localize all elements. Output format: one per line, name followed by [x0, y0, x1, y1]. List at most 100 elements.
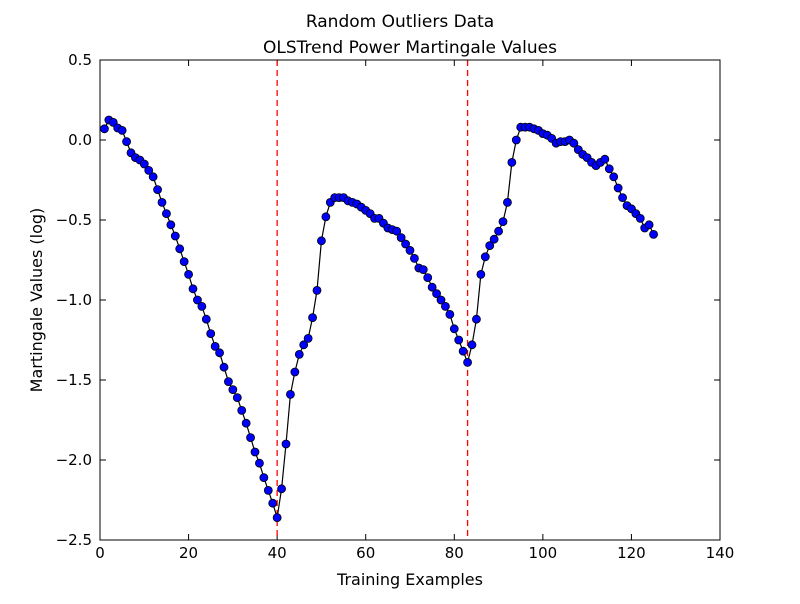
x-tick-label: 80: [445, 544, 464, 562]
data-point: [308, 313, 317, 323]
data-point: [259, 473, 269, 483]
series-line: [103, 119, 655, 518]
data-point: [467, 340, 477, 350]
data-point: [418, 265, 428, 275]
data-point: [215, 348, 224, 358]
x-tick-label: 140: [706, 544, 735, 562]
data-point: [569, 138, 579, 148]
data-point: [321, 212, 331, 222]
data-point: [472, 314, 481, 324]
data-point: [224, 377, 233, 387]
chart-title: Random Outliers Data: [306, 12, 494, 32]
data-point: [454, 335, 464, 345]
data-point: [272, 513, 282, 522]
data-point: [166, 220, 176, 230]
data-point: [117, 125, 127, 135]
data-point: [476, 269, 486, 279]
data-point: [290, 367, 300, 377]
data-point: [201, 314, 211, 324]
data-point: [449, 324, 459, 334]
data-point: [485, 241, 495, 251]
y-tick-label: 0.0: [68, 131, 92, 149]
data-point: [600, 154, 610, 164]
data-point: [246, 433, 255, 443]
data-point: [303, 333, 313, 343]
y-tick-label: −0.5: [56, 211, 92, 229]
data-point: [188, 284, 198, 294]
data-point: [441, 301, 450, 311]
data-point: [498, 217, 508, 227]
data-point: [405, 245, 415, 255]
x-axis-label: Training Examples: [336, 570, 483, 589]
x-tick-label: 120: [617, 544, 646, 562]
data-point: [609, 172, 619, 182]
data-point: [458, 346, 468, 356]
data-point: [644, 220, 654, 230]
data-point: [281, 439, 291, 449]
data-point: [268, 498, 278, 508]
data-point: [432, 289, 441, 299]
y-tick-label: −1.5: [56, 371, 92, 389]
x-tick-label: 60: [356, 544, 375, 562]
data-point: [210, 341, 220, 351]
data-point: [480, 252, 490, 262]
data-point: [503, 197, 512, 207]
data-point: [401, 239, 410, 249]
data-point: [511, 135, 521, 145]
y-tick-label: 0.5: [68, 51, 92, 69]
y-axis-label: Martingale Values (log): [27, 208, 46, 393]
data-point: [219, 362, 229, 372]
data-point: [162, 209, 171, 219]
data-point: [423, 273, 433, 283]
data-point: [184, 269, 193, 279]
data-point: [463, 357, 472, 367]
data-point: [317, 236, 326, 246]
x-tick-label: 100: [529, 544, 558, 562]
data-point: [170, 231, 180, 241]
plot-frame: [99, 59, 721, 541]
data-point: [148, 172, 158, 182]
data-point: [618, 193, 627, 203]
data-point: [649, 229, 658, 239]
x-tick-label: 0: [95, 544, 105, 562]
data-point: [263, 485, 273, 495]
data-point: [392, 226, 402, 236]
data-point: [255, 458, 264, 468]
data-point: [100, 124, 109, 134]
data-point: [436, 295, 446, 305]
data-point: [250, 447, 260, 457]
x-tick-label: 40: [268, 544, 287, 562]
y-tick-label: −2.0: [56, 451, 92, 469]
data-point: [299, 340, 309, 350]
data-point: [122, 137, 131, 147]
data-point: [153, 185, 162, 195]
y-tick-label: −1.0: [56, 291, 92, 309]
data-point: [228, 385, 238, 395]
data-point: [237, 405, 247, 415]
data-point: [144, 165, 154, 175]
data-point: [427, 282, 437, 292]
data-point: [294, 349, 304, 359]
data-point: [286, 389, 295, 399]
data-point: [139, 159, 149, 169]
data-point: [206, 329, 216, 339]
data-point: [179, 257, 189, 267]
data-point: [445, 309, 455, 319]
data-point: [197, 301, 207, 311]
data-point: [613, 183, 623, 193]
data-point: [232, 393, 242, 403]
data-point: [241, 418, 251, 428]
data-point: [175, 244, 185, 254]
chart-subtitle: OLSTrend Power Martingale Values: [263, 38, 557, 58]
data-point: [507, 157, 517, 167]
data-point: [157, 197, 167, 207]
data-point: [193, 295, 202, 305]
data-point: [277, 484, 286, 494]
data-point: [489, 234, 499, 244]
y-tick-label: −2.5: [56, 531, 92, 549]
data-point: [635, 213, 645, 223]
data-point: [410, 253, 419, 263]
x-tick-label: 20: [179, 544, 198, 562]
data-point: [312, 285, 322, 295]
